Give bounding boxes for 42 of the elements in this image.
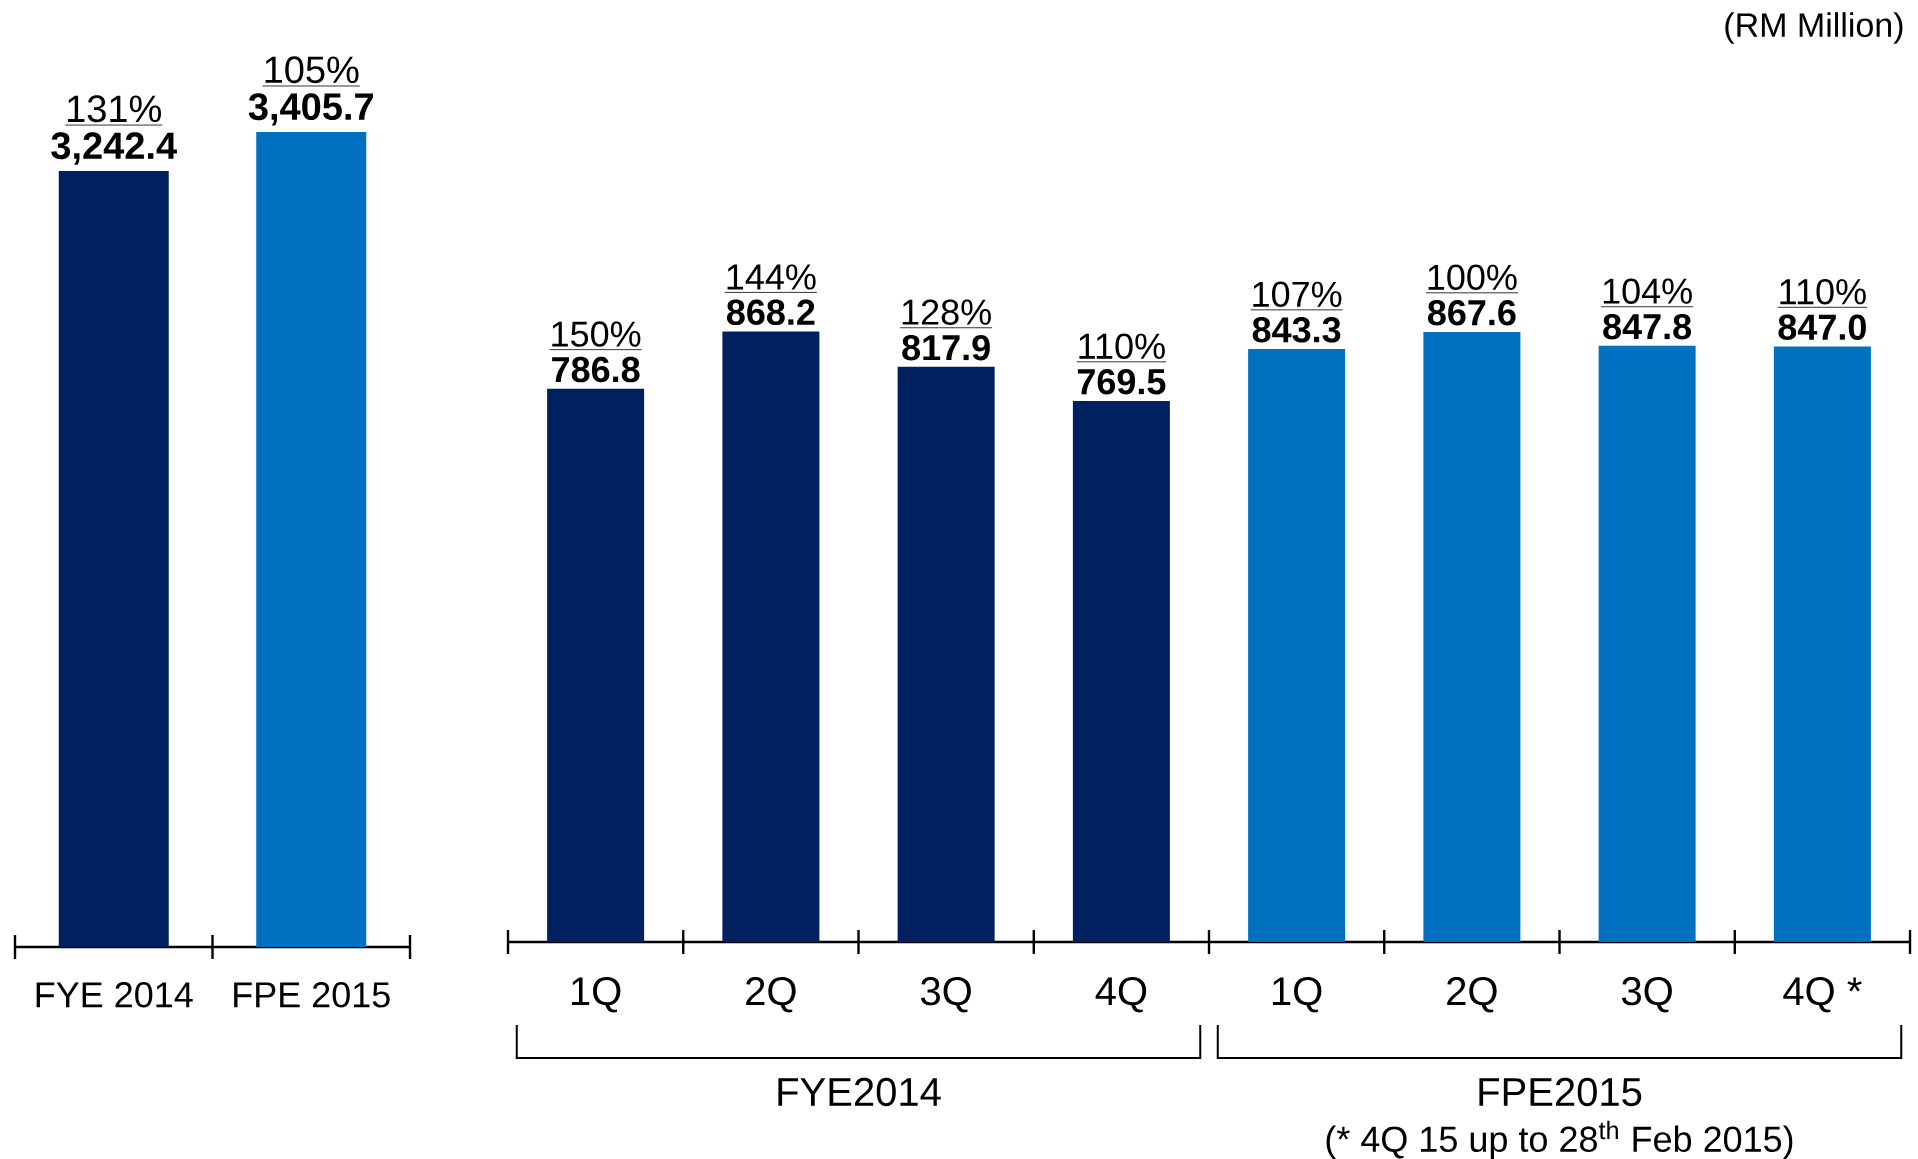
text: 100%: [1428, 264, 1517, 290]
x-tick-label: 2Q: [1447, 977, 1497, 1013]
data-label: 3,405.7: [248, 93, 373, 126]
bar: [897, 366, 995, 942]
data-label: 868.2: [726, 299, 815, 326]
data-label: 847.8: [1603, 313, 1692, 340]
annotation: 150%: [552, 321, 641, 347]
text: 105%: [265, 56, 359, 84]
text: 128%: [902, 299, 991, 325]
x-tick-label: FPE 2015: [234, 981, 390, 1008]
data-label: 3,242.4: [51, 132, 177, 165]
x-tick-label: 2Q: [746, 977, 796, 1013]
text: 131%: [68, 95, 161, 123]
text: FYE2014: [778, 1077, 941, 1107]
data-label: 769.5: [1077, 368, 1166, 395]
bar: [722, 331, 820, 942]
text: (RM Million): [1725, 12, 1903, 44]
bar: [1072, 400, 1170, 942]
x-tick-label: 4Q: [1095, 977, 1147, 1013]
x-tick-label: 1Q: [571, 977, 621, 1013]
text: 110%: [1780, 278, 1866, 305]
data-label: 847.0: [1778, 314, 1866, 340]
x-tick-label: 1Q: [1272, 977, 1322, 1013]
x-tick-label: 4Q *: [1783, 977, 1862, 1013]
text: 104%: [1603, 278, 1692, 304]
text: 107%: [1253, 281, 1342, 307]
annotation: 110%: [1079, 333, 1165, 359]
data-label: 867.6: [1427, 299, 1516, 326]
bar: [1598, 345, 1696, 942]
bar: [1248, 348, 1346, 942]
x-tick-label: FYE 2014: [36, 981, 193, 1008]
bar: [1773, 346, 1871, 942]
text: FPE2015: [1479, 1077, 1642, 1107]
bar: [1423, 331, 1521, 942]
text: (* 4Q 15 up to 28$^{th}$ Feb 2015): [1326, 1120, 1793, 1159]
data-label: 843.3: [1252, 316, 1341, 343]
text: 144%: [727, 264, 816, 290]
bar: [547, 388, 645, 942]
x-tick-label: 3Q: [1621, 977, 1672, 1013]
data-label: 817.9: [902, 334, 990, 361]
x-tick-label: 3Q: [920, 977, 971, 1013]
data-label: 786.8: [552, 356, 640, 383]
